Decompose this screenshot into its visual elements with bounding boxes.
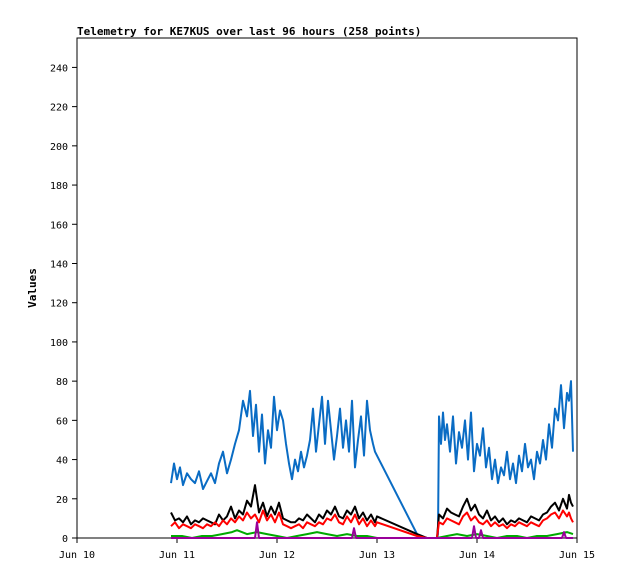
series-line-purple — [171, 521, 573, 539]
series-line-green — [171, 529, 574, 539]
x-axis-ticks: Jun 10 Jun 11 Jun 12 Jun 13 Jun 14 Jun 15 — [59, 538, 595, 561]
x-tick-label: Jun 10 — [59, 550, 95, 561]
x-tick-label: Jun 13 — [359, 550, 395, 561]
y-tick-label: 60 — [56, 416, 68, 427]
y-tick-label: 0 — [62, 534, 68, 545]
y-tick-label: 220 — [50, 103, 68, 114]
y-tick-label: 140 — [50, 259, 68, 270]
y-tick-label: 180 — [50, 181, 68, 192]
y-axis-ticks: 0 20 40 60 80 100 120 140 160 180 200 220 240 — [50, 63, 77, 545]
y-tick-label: 160 — [50, 220, 68, 231]
y-tick-label: 240 — [50, 63, 68, 74]
series-layer — [170, 380, 574, 539]
y-tick-label: 40 — [56, 456, 68, 467]
series-line-blue — [170, 380, 574, 539]
series-line-black — [170, 484, 574, 539]
y-tick-label: 80 — [56, 377, 68, 388]
x-tick-label: Jun 12 — [259, 550, 295, 561]
chart-title: Telemetry for KE7KUS over last 96 hours … — [77, 25, 421, 38]
y-tick-label: 200 — [50, 142, 68, 153]
plot-frame — [76, 37, 578, 539]
y-axis-label: Values — [26, 268, 39, 308]
x-tick-label: Jun 14 — [459, 550, 495, 561]
y-tick-label: 20 — [56, 495, 68, 506]
x-tick-label: Jun 15 — [559, 550, 595, 561]
x-tick-label: Jun 11 — [159, 550, 195, 561]
y-tick-label: 100 — [50, 338, 68, 349]
y-tick-label: 120 — [50, 299, 68, 310]
series-line-red — [170, 509, 574, 539]
